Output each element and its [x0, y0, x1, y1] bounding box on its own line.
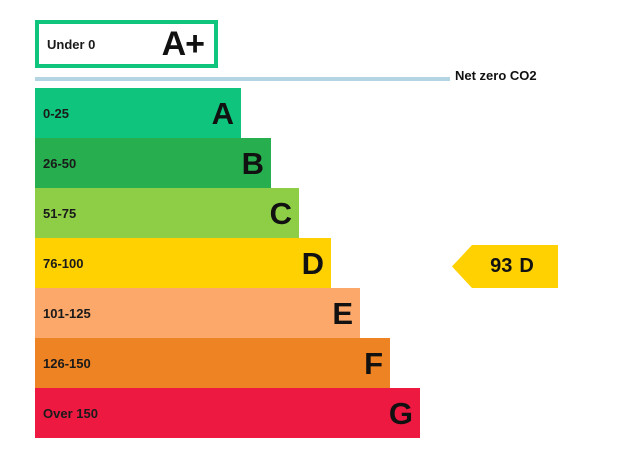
- band-row-aplus: Under 0 A+: [35, 20, 218, 68]
- current-rating-text: 93 D: [476, 255, 534, 278]
- band-list: 0-25 A 26-50 B 51-75 C 76-100 D 101-125 …: [35, 88, 420, 438]
- band-row-a: 0-25 A: [35, 88, 241, 138]
- band-row-d: 76-100 D: [35, 238, 331, 288]
- band-letter-e: E: [332, 295, 353, 331]
- band-letter-b: B: [241, 145, 264, 181]
- band-range-b: 26-50: [43, 155, 77, 171]
- band-row-b: 26-50 B: [35, 138, 271, 188]
- band-letter-c: C: [269, 195, 292, 231]
- current-rating-arrow: 93 D: [452, 245, 558, 288]
- band-row-e: 101-125 E: [35, 288, 360, 338]
- current-rating-band: D: [519, 255, 534, 277]
- band-letter-f: F: [364, 345, 383, 381]
- band-range-f: 126-150: [43, 355, 91, 371]
- current-rating-score: 93: [490, 255, 513, 277]
- band-letter-g: G: [388, 395, 413, 431]
- net-zero-line: [35, 77, 450, 81]
- band-letter-d: D: [301, 245, 324, 281]
- band-range-aplus: Under 0: [47, 36, 96, 52]
- band-range-e: 101-125: [43, 305, 91, 321]
- band-letter-aplus: A+: [161, 25, 205, 63]
- band-row-c: 51-75 C: [35, 188, 299, 238]
- band-row-g: Over 150 G: [35, 388, 420, 438]
- band-range-d: 76-100: [43, 255, 84, 271]
- band-range-a: 0-25: [43, 105, 70, 121]
- band-row-f: 126-150 F: [35, 338, 390, 388]
- net-zero-label: Net zero CO2: [455, 68, 537, 83]
- band-letter-a: A: [211, 95, 234, 131]
- band-range-c: 51-75: [43, 205, 77, 221]
- band-range-g: Over 150: [43, 405, 98, 421]
